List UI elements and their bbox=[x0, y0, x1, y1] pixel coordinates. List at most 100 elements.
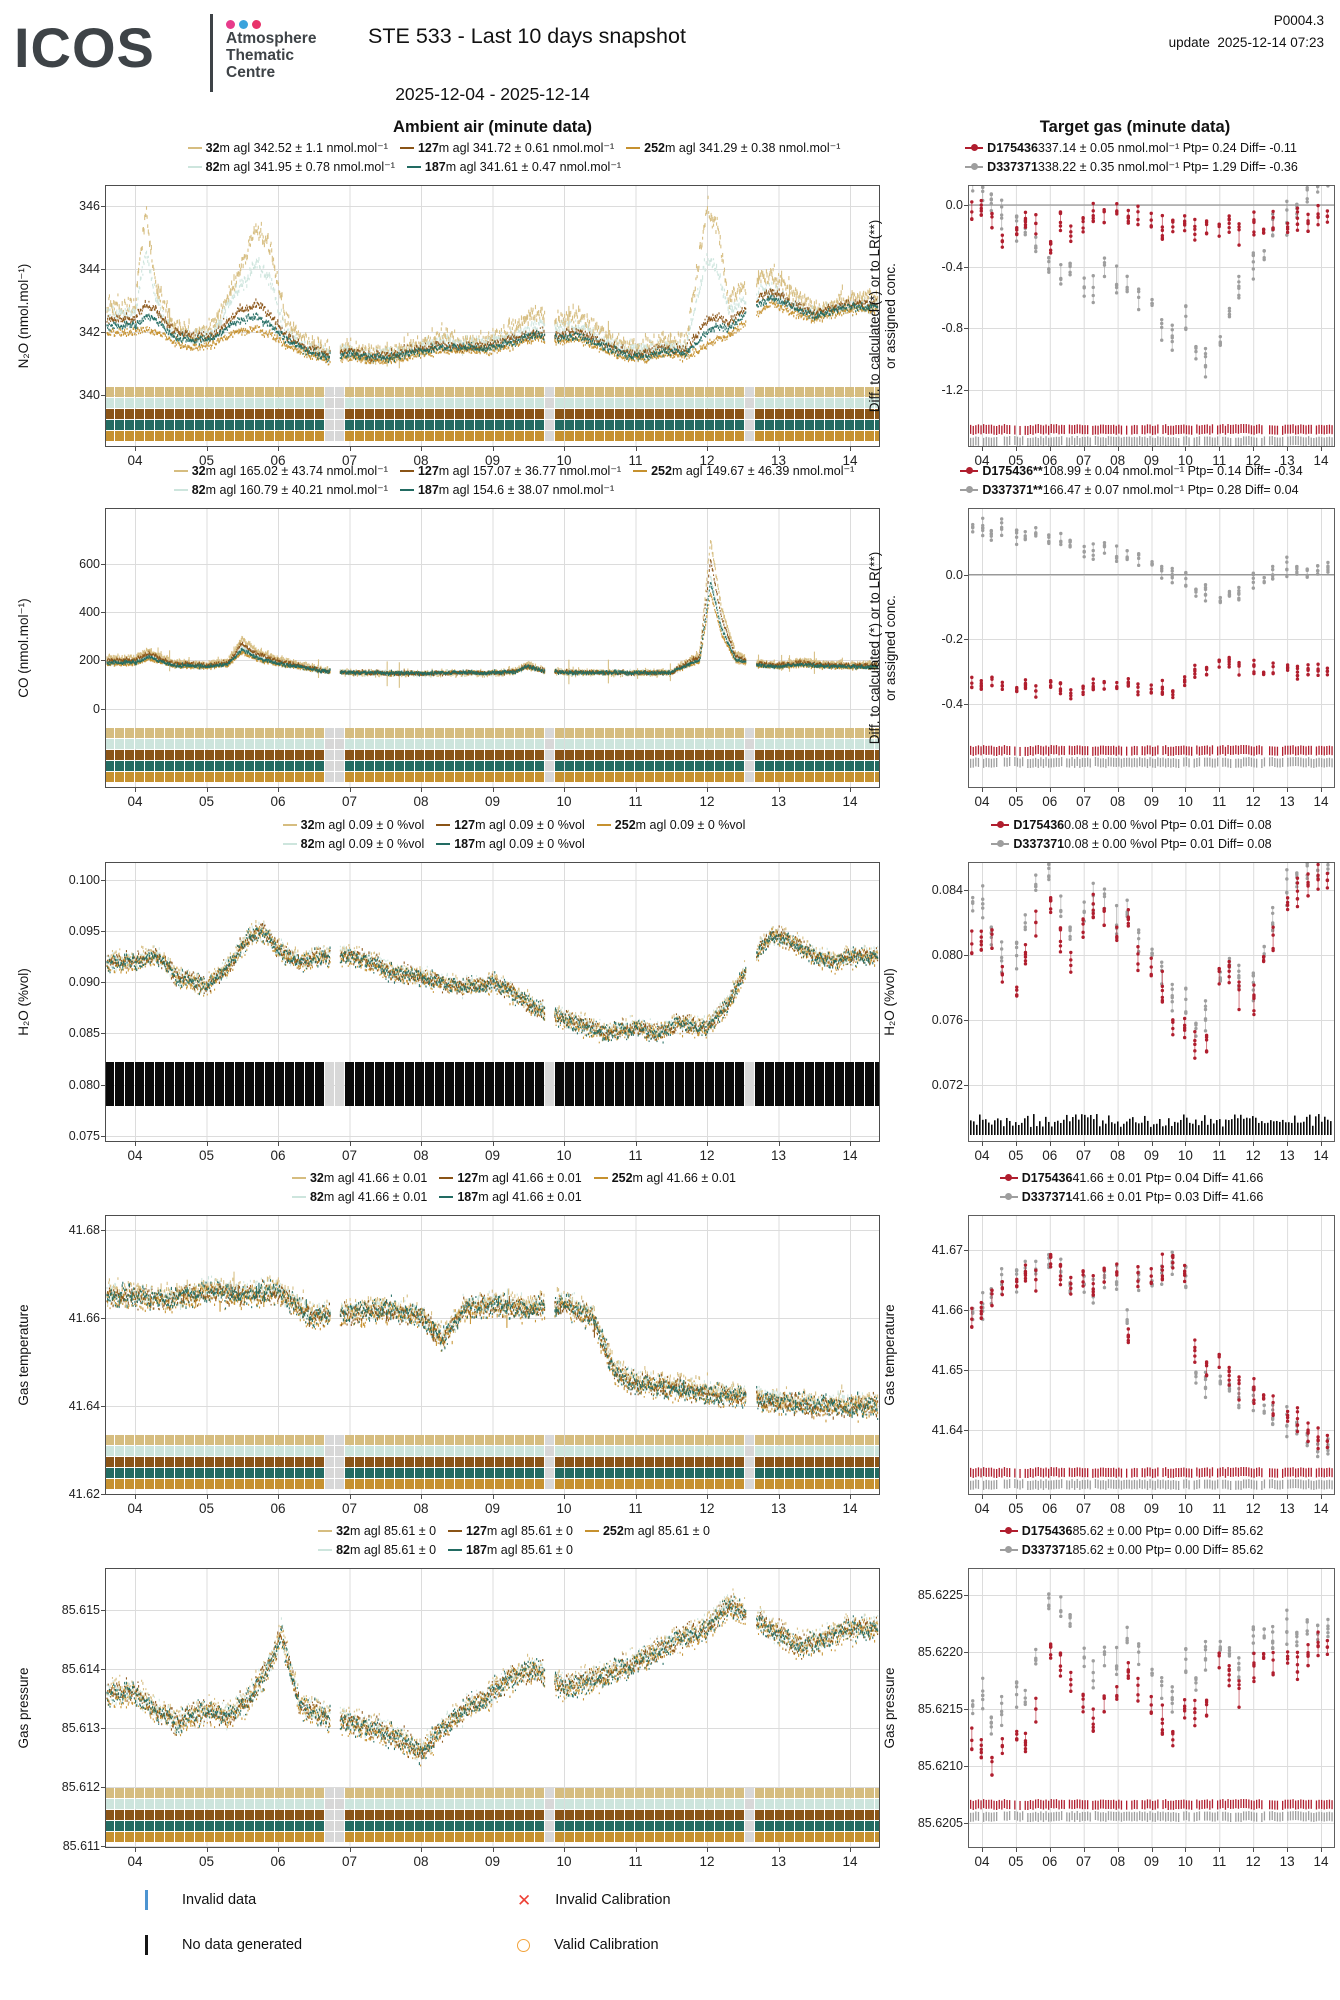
gaspressure-ambient-xtick-label: 11 bbox=[628, 1854, 643, 1869]
target-column-title: Target gas (minute data) bbox=[1039, 118, 1231, 136]
n2o-ambient-legend-key: 252 bbox=[644, 141, 666, 155]
gastemp-ambient-xtick-mark bbox=[493, 1495, 494, 1499]
gastemp-ambient-xtick-mark bbox=[350, 1495, 351, 1499]
co-ambient-legend-items: 32m agl 165.02 ± 43.74 nmol.mol⁻¹ 127m ag… bbox=[173, 462, 867, 500]
n2o-target-xtick-label: 05 bbox=[1008, 453, 1024, 468]
co-ambient-xtick-label: 14 bbox=[842, 794, 858, 809]
n2o-target-xtick-label: 11 bbox=[1212, 453, 1227, 468]
n2o-target-axis-title-line: Diff. to calculated (*) or to LR(**) bbox=[867, 219, 882, 413]
n2o-ambient-legend-item: 252m agl 341.29 ± 0.38 nmol.mol⁻¹ bbox=[626, 141, 840, 155]
n2o-ambient-ytick-mark bbox=[101, 269, 105, 270]
co-ambient-xtick-mark bbox=[278, 788, 279, 792]
gaspressure-target-xtick-label: 11 bbox=[1212, 1854, 1227, 1869]
n2o-ambient-legend-value: m agl 341.95 ± 0.78 nmol.mol⁻¹ bbox=[219, 160, 395, 174]
h2o-ambient-ytick-label: 0.080 bbox=[68, 1077, 100, 1092]
n2o-target-ytick-mark bbox=[964, 390, 968, 391]
h2o-target-xtick-label: 04 bbox=[974, 1148, 990, 1163]
n2o-ambient-xtick-mark bbox=[421, 447, 422, 451]
gastemp-ambient-legend-item: 187m agl 41.66 ± 0.01 bbox=[439, 1190, 582, 1204]
n2o-ambient-xtick-label: 07 bbox=[341, 453, 358, 468]
gastemp-ambient-legend-key: 127 bbox=[457, 1171, 479, 1185]
h2o-target-ytick-mark bbox=[964, 890, 968, 891]
gastemp-ambient-ytick-label: 41.64 bbox=[68, 1399, 100, 1414]
gaspressure-ambient-xtick-mark bbox=[278, 1848, 279, 1852]
co-ambient-ytick-mark bbox=[101, 612, 105, 613]
logo-divider bbox=[210, 14, 213, 92]
h2o-ambient-xtick-mark bbox=[493, 1142, 494, 1146]
series-dash-icon bbox=[282, 823, 297, 826]
h2o-ambient-xtick-label: 07 bbox=[341, 1148, 358, 1163]
gastemp-ambient-xtick-label: 11 bbox=[628, 1501, 643, 1516]
h2o-ambient-legend-item: 82m agl 0.09 ± 0 %vol bbox=[282, 837, 424, 851]
point-line-marker-icon bbox=[999, 1192, 1018, 1201]
gaspressure-ambient-ytick-mark bbox=[101, 1669, 105, 1670]
h2o-target-xtick-mark bbox=[1321, 1142, 1322, 1146]
gaspressure-ambient-xtick-mark bbox=[850, 1848, 851, 1852]
n2o-target-ytick-mark bbox=[964, 267, 968, 268]
gastemp-ambient-xtick-label: 12 bbox=[699, 1501, 715, 1516]
h2o-ambient-ytick-mark bbox=[101, 1033, 105, 1034]
h2o-ambient-legend-key: 252 bbox=[614, 818, 636, 832]
gastemp-target-legend-value: 41.66 ± 0.01 Ptp= 0.03 Diff= 41.66 bbox=[1072, 1190, 1264, 1204]
co-ambient-legend-value: m agl 157.07 ± 36.77 nmol.mol⁻¹ bbox=[438, 464, 622, 478]
h2o-target-axis-title: H₂O (%vol) bbox=[882, 852, 898, 1152]
gaspressure-target-xtick-mark bbox=[1287, 1848, 1288, 1852]
h2o-ambient-xtick-label: 04 bbox=[127, 1148, 143, 1163]
n2o-ambient-legend-key: 127 bbox=[417, 141, 439, 155]
h2o-target-legend-key: D337371 bbox=[1013, 837, 1065, 851]
co-target-xtick-label: 14 bbox=[1313, 794, 1329, 809]
gastemp-ambient-legend-item: 82m agl 41.66 ± 0.01 bbox=[291, 1190, 427, 1204]
gastemp-target-xtick-label: 08 bbox=[1110, 1501, 1126, 1516]
co-target-ytick-mark bbox=[964, 704, 968, 705]
gaspressure-ambient-ytick-mark bbox=[101, 1610, 105, 1611]
co-ambient-xtick-label: 06 bbox=[270, 794, 286, 809]
h2o-target-xtick-label: 09 bbox=[1143, 1148, 1160, 1163]
invalid-calibration-icon: ✕ bbox=[517, 1890, 532, 1910]
h2o-ambient-xtick-label: 12 bbox=[699, 1148, 715, 1163]
gaspressure-ambient-xtick-label: 13 bbox=[770, 1854, 787, 1869]
h2o-target-xtick-label: 05 bbox=[1008, 1148, 1024, 1163]
h2o-target-xtick-mark bbox=[1185, 1142, 1186, 1146]
n2o-ambient-xtick-label: 12 bbox=[699, 453, 715, 468]
n2o-ambient-legend-item: 127m agl 341.72 ± 0.61 nmol.mol⁻¹ bbox=[399, 141, 614, 155]
gastemp-target-xtick-label: 07 bbox=[1076, 1501, 1092, 1516]
n2o-target-legend-key: D337371 bbox=[987, 160, 1038, 174]
gastemp-ambient-ytick-mark bbox=[101, 1318, 105, 1319]
legend-invalid-calibration: ✕ Invalid Calibration bbox=[517, 1888, 671, 1912]
n2o-target-axis-title-line: or assigned conc. bbox=[883, 263, 898, 369]
h2o-target-xtick-label: 08 bbox=[1110, 1148, 1126, 1163]
co-ambient-xtick-label: 09 bbox=[484, 794, 501, 809]
n2o-ambient-xtick-mark bbox=[493, 447, 494, 451]
point-line-marker-icon bbox=[965, 143, 984, 152]
n2o-ambient-legend-item: 187m agl 341.61 ± 0.47 nmol.mol⁻¹ bbox=[406, 160, 621, 174]
co-ambient-xtick-mark bbox=[564, 788, 565, 792]
h2o-target-xtick-mark bbox=[1118, 1142, 1119, 1146]
n2o-ambient-xtick-label: 05 bbox=[198, 453, 215, 468]
gaspressure-target-legend-key: D337371 bbox=[1021, 1543, 1073, 1557]
gaspressure-target-xtick-label: 04 bbox=[974, 1854, 990, 1869]
gastemp-target-plot bbox=[968, 1215, 1335, 1495]
co-ambient-legend: 32m agl 165.02 ± 43.74 nmol.mol⁻¹ 127m ag… bbox=[140, 462, 900, 500]
report-meta: P0004.3 update 2025-12-14 07:23 bbox=[1169, 10, 1324, 54]
co-ambient-xtick-mark bbox=[421, 788, 422, 792]
gaspressure-target-xtick-mark bbox=[1084, 1848, 1085, 1852]
gastemp-ambient-xtick-label: 05 bbox=[198, 1501, 215, 1516]
icos-logo: ICOS bbox=[14, 16, 155, 79]
logo-dot-icon bbox=[252, 20, 261, 29]
co-ambient-xtick-label: 13 bbox=[770, 794, 787, 809]
co-target-xtick-label: 10 bbox=[1177, 794, 1193, 809]
co-ambient-axis-title: CO (nmol.mol⁻¹) bbox=[16, 498, 32, 798]
ambient-column-title: Ambient air (minute data) bbox=[393, 118, 592, 136]
gastemp-ambient-axis-title-line: Gas temperature bbox=[16, 1304, 31, 1406]
point-line-marker-icon bbox=[999, 1545, 1018, 1554]
n2o-ambient-legend-item: 82m agl 341.95 ± 0.78 nmol.mol⁻¹ bbox=[187, 160, 395, 174]
n2o-ambient-ytick-mark bbox=[101, 206, 105, 207]
n2o-target-ytick-label: -0.8 bbox=[941, 321, 963, 336]
co-ambient-legend-item: 127m agl 157.07 ± 36.77 nmol.mol⁻¹ bbox=[399, 464, 622, 478]
series-dash-icon bbox=[399, 146, 414, 149]
gaspressure-ambient-legend-value: m agl 85.61 ± 0 bbox=[486, 1524, 573, 1538]
gastemp-ambient-ytick-mark bbox=[101, 1230, 105, 1231]
gastemp-ambient-xtick-label: 09 bbox=[484, 1501, 501, 1516]
gastemp-target-legend-item: D17543641.66 ± 0.01 Ptp= 0.04 Diff= 41.6… bbox=[999, 1171, 1263, 1185]
gastemp-target-legend-items: D17543641.66 ± 0.01 Ptp= 0.04 Diff= 41.6… bbox=[999, 1169, 1276, 1207]
